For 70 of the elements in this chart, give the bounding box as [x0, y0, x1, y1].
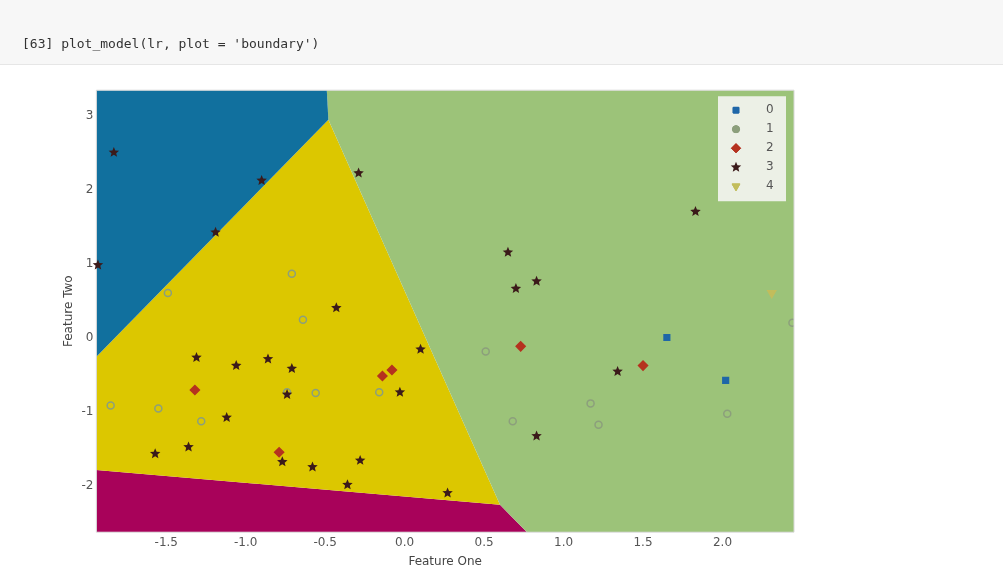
point	[481, 347, 490, 356]
point	[154, 404, 163, 413]
point	[594, 420, 603, 430]
point	[197, 416, 206, 426]
point	[221, 411, 232, 422]
point	[508, 416, 517, 426]
point	[690, 206, 701, 217]
point	[307, 461, 318, 472]
x-tick-label: 2.0	[712, 534, 733, 549]
x-tick-label: -1.0	[234, 534, 258, 549]
point	[331, 302, 342, 313]
x-tick-label: 1.0	[554, 534, 574, 549]
point	[163, 288, 173, 298]
point	[722, 376, 730, 384]
point	[586, 399, 595, 408]
point	[106, 401, 115, 410]
point	[353, 167, 364, 178]
x-tick-label: 0.5	[474, 534, 494, 549]
point	[273, 446, 285, 458]
point	[230, 360, 242, 371]
point	[531, 430, 542, 441]
point	[149, 448, 161, 459]
y-tick-label: -2	[81, 478, 94, 493]
point	[183, 441, 194, 452]
point	[612, 366, 623, 376]
point	[723, 409, 732, 418]
point	[515, 341, 526, 352]
legend-label: 3	[766, 159, 774, 174]
x-tick-label: 1.5	[633, 534, 653, 549]
point	[510, 283, 522, 294]
point	[354, 454, 366, 465]
point	[108, 146, 120, 157]
point	[191, 351, 202, 362]
y-tick-label: 2	[85, 182, 94, 197]
y-tick-label: 3	[85, 108, 94, 123]
point	[92, 259, 104, 270]
point	[767, 290, 777, 299]
point	[287, 269, 297, 279]
y-tick-label: 0	[85, 330, 94, 345]
point	[394, 386, 406, 397]
x-tick-label: 0.0	[395, 534, 415, 549]
point	[386, 364, 398, 376]
legend-label: 4	[766, 178, 774, 193]
point	[663, 333, 671, 342]
y-tick-label: 1	[85, 256, 94, 271]
point	[377, 370, 388, 382]
x-tick-label: -0.5	[313, 534, 337, 549]
point	[286, 363, 298, 374]
point	[277, 456, 288, 467]
point	[374, 388, 384, 397]
text: [63] plot_model(lr, plot = 'boundary')	[22, 36, 320, 51]
point	[298, 315, 308, 324]
y-axis-title: Feature Two	[61, 275, 76, 348]
point	[442, 487, 453, 498]
point	[415, 343, 426, 354]
legend-label: 0	[766, 102, 774, 117]
point	[262, 353, 274, 364]
x-tick-label: -1.5	[154, 534, 178, 549]
point	[342, 479, 353, 490]
x-axis-title: Feature One	[408, 553, 482, 568]
point	[256, 175, 267, 185]
point	[189, 384, 201, 396]
point	[502, 246, 514, 257]
legend-label: 1	[766, 121, 774, 136]
point	[210, 226, 221, 237]
point	[531, 275, 542, 286]
point	[311, 388, 320, 398]
legend-label: 2	[766, 140, 774, 155]
y-tick-label: -1	[81, 404, 94, 419]
point	[637, 360, 649, 371]
